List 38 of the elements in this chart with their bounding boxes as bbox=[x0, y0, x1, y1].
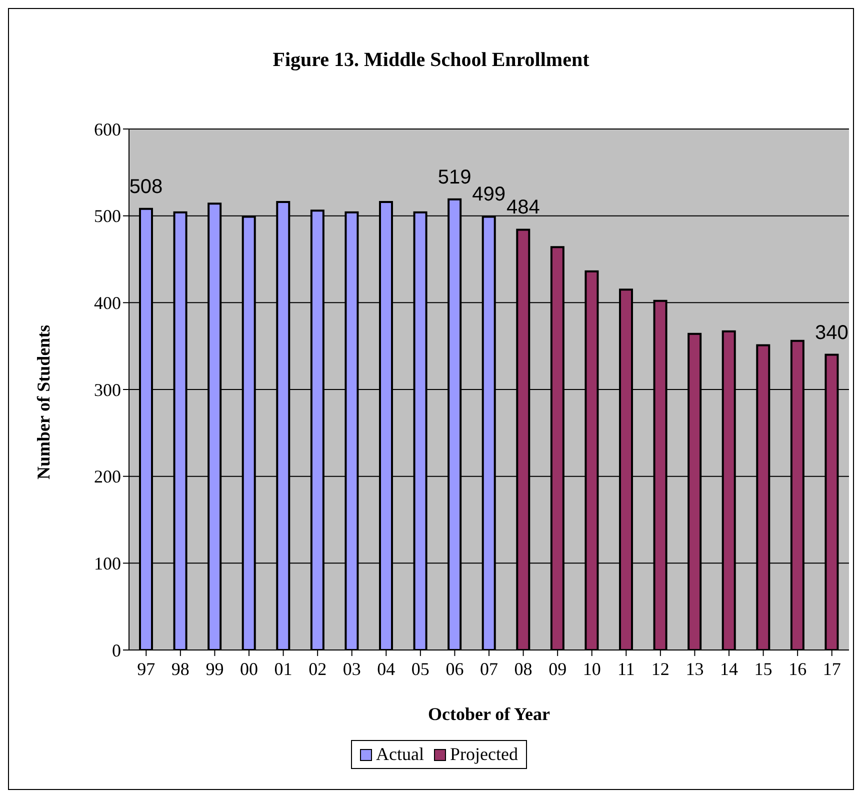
x-tick-label: 17 bbox=[822, 658, 841, 679]
x-tick-label: 03 bbox=[342, 658, 361, 679]
x-tick-label: 11 bbox=[617, 658, 635, 679]
y-tick-label: 600 bbox=[94, 119, 121, 140]
data-label: 508 bbox=[129, 176, 163, 198]
x-tick-label: 07 bbox=[480, 658, 498, 679]
legend-label: Actual bbox=[376, 744, 424, 765]
x-tick-label: 00 bbox=[240, 658, 258, 679]
y-tick-label: 0 bbox=[112, 640, 121, 660]
legend-label: Projected bbox=[450, 744, 518, 765]
data-label: 484 bbox=[506, 196, 540, 219]
x-tick-label: 14 bbox=[720, 658, 738, 679]
x-tick-label: 01 bbox=[274, 658, 292, 679]
x-tick-label: 97 bbox=[137, 658, 156, 679]
x-tick-label: 04 bbox=[377, 658, 396, 679]
x-tick-label: 06 bbox=[446, 658, 464, 679]
data-label: 499 bbox=[472, 184, 506, 206]
y-tick-label: 300 bbox=[94, 380, 121, 400]
x-tick-label: 08 bbox=[514, 658, 532, 679]
x-tick-label: 02 bbox=[308, 658, 327, 679]
chart-title: Figure 13. Middle School Enrollment bbox=[272, 49, 590, 72]
y-tick-label: 100 bbox=[94, 554, 121, 574]
x-axis-title: October of Year bbox=[428, 704, 550, 724]
x-tick-label: 13 bbox=[686, 658, 704, 679]
data-label: 519 bbox=[438, 166, 472, 188]
x-tick-label: 98 bbox=[171, 658, 190, 679]
x-tick-label: 16 bbox=[788, 658, 807, 679]
y-tick-label: 200 bbox=[94, 466, 121, 487]
data-label: 340 bbox=[815, 322, 848, 344]
y-tick-label: 500 bbox=[94, 206, 121, 226]
x-tick-label: 05 bbox=[411, 658, 430, 679]
x-tick-label: 15 bbox=[754, 658, 772, 679]
y-axis-title: Number of Students bbox=[33, 324, 54, 480]
x-tick-label: 12 bbox=[651, 658, 670, 679]
x-tick-label: 99 bbox=[206, 658, 224, 679]
x-tick-label: 10 bbox=[582, 658, 601, 679]
x-tick-label: 09 bbox=[548, 658, 567, 679]
y-tick-label: 400 bbox=[94, 293, 121, 314]
